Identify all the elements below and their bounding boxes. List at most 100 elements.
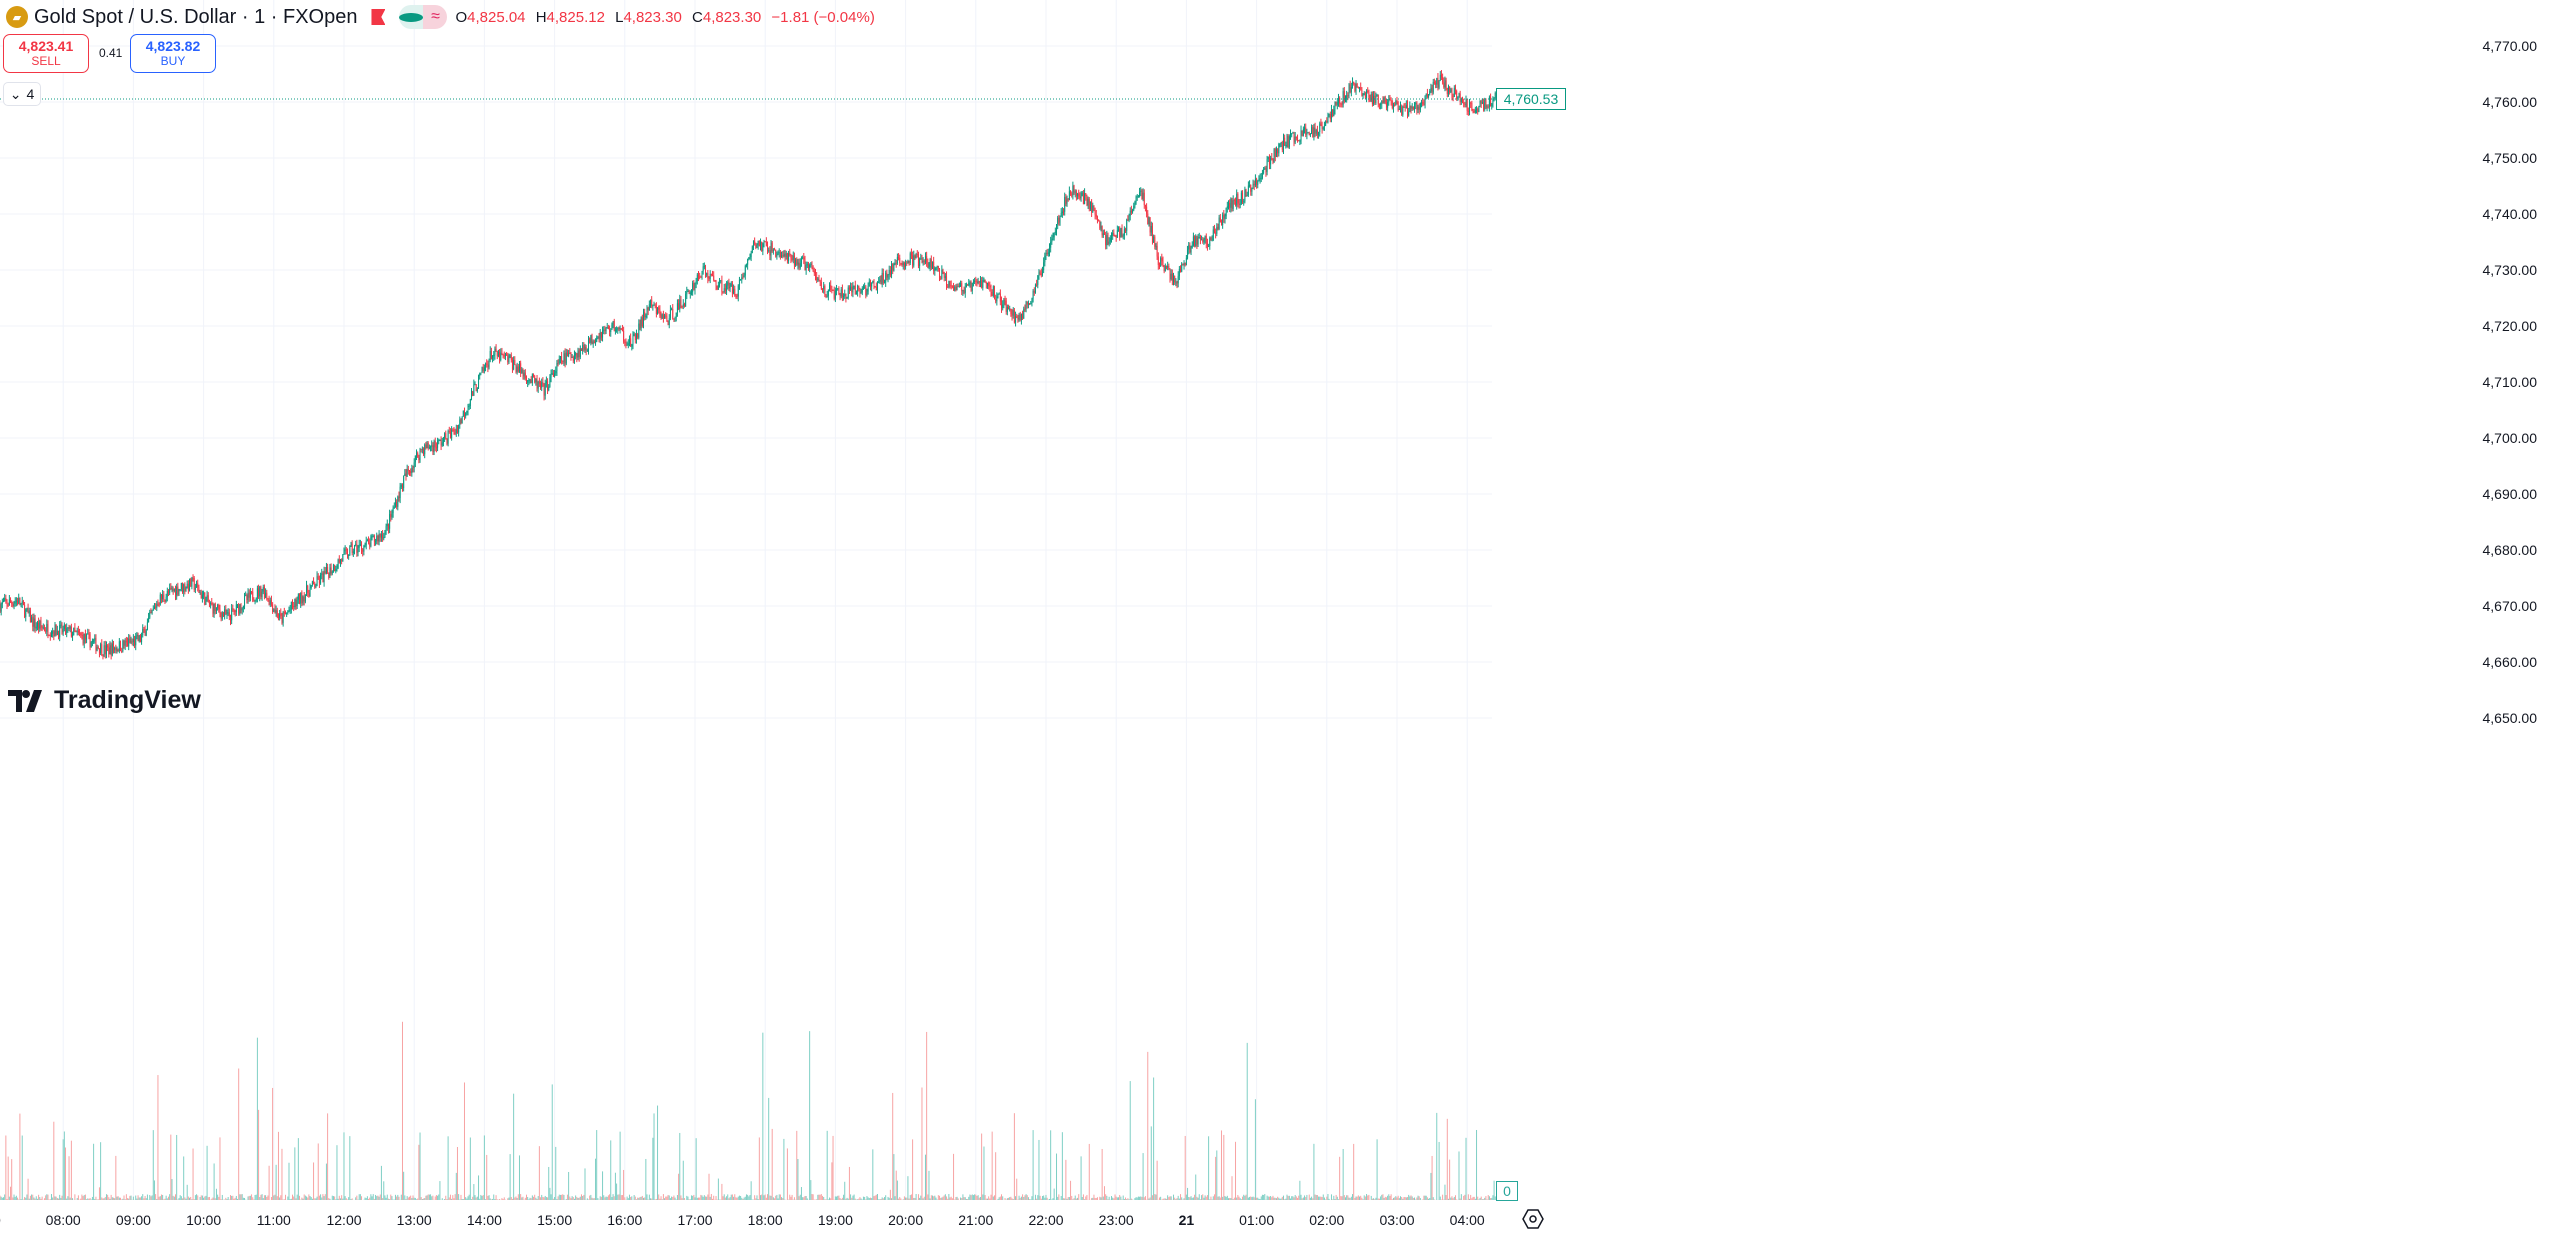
candle-body: [571, 356, 573, 358]
volume-bar: [679, 1132, 681, 1200]
chart-settings-icon[interactable]: [1522, 1208, 1544, 1230]
volume-bar: [111, 1197, 113, 1200]
volume-bar: [255, 1194, 257, 1200]
candle-body: [564, 353, 566, 364]
volume-bar: [941, 1197, 943, 1200]
candle-body: [217, 604, 219, 608]
candle-body: [171, 588, 173, 590]
candle-body: [329, 567, 331, 578]
volume-bar: [953, 1153, 955, 1200]
volume-bar: [882, 1198, 884, 1200]
volume-bar: [549, 1187, 551, 1200]
candle-body: [320, 574, 322, 584]
volume-bar: [1244, 1195, 1246, 1200]
volume-bar: [1154, 1194, 1156, 1200]
volume-bar: [502, 1199, 504, 1200]
volume-bar: [430, 1194, 432, 1200]
volume-bar: [678, 1173, 680, 1200]
candle-body: [1453, 87, 1455, 97]
volume-bar: [508, 1197, 510, 1200]
volume-bar: [837, 1195, 839, 1200]
candle-body: [1015, 316, 1017, 323]
volume-bar: [605, 1196, 607, 1200]
candle-body: [424, 444, 426, 455]
candle-body: [1486, 106, 1488, 108]
volume-bar: [345, 1198, 347, 1200]
candle-body: [307, 585, 309, 593]
candle-body: [251, 591, 253, 593]
buy-button[interactable]: 4,823.82 BUY: [130, 34, 216, 73]
volume-bar: [1477, 1196, 1479, 1200]
candle-body: [301, 592, 303, 604]
candle-body: [50, 633, 52, 637]
volume-bar: [603, 1195, 605, 1200]
candle-body: [322, 573, 324, 583]
volume-bar: [19, 1113, 21, 1200]
volume-bar: [156, 1198, 158, 1200]
gold-bars-icon: ▰: [6, 6, 28, 28]
candle-body: [318, 579, 320, 584]
candle-body: [928, 266, 930, 268]
volume-bar: [17, 1197, 19, 1200]
candle-body: [881, 273, 883, 285]
candle-body: [25, 609, 27, 617]
volume-bar: [1410, 1195, 1412, 1200]
volume-bar: [1009, 1197, 1011, 1200]
volume-bar: [1025, 1194, 1027, 1200]
candle-body: [554, 373, 556, 377]
symbol-title[interactable]: Gold Spot / U.S. Dollar · 1 · FXOpen: [34, 5, 358, 28]
volume-bar: [124, 1199, 126, 1200]
volume-bar: [164, 1198, 166, 1200]
volume-bar: [141, 1196, 143, 1200]
volume-bar: [1258, 1198, 1260, 1200]
candle-body: [327, 567, 329, 573]
indicators-toggle-button[interactable]: ⌄ 4: [3, 82, 41, 106]
volume-bar: [893, 1154, 895, 1200]
candle-body: [967, 284, 969, 286]
tradingview-watermark[interactable]: TradingView: [8, 686, 201, 715]
volume-bar: [1034, 1194, 1036, 1200]
candle-body: [1370, 94, 1372, 101]
volume-bar: [1266, 1195, 1268, 1200]
candle-body: [940, 277, 942, 279]
volume-bar: [917, 1194, 919, 1200]
candle-body: [300, 592, 302, 604]
volume-bar: [1389, 1196, 1391, 1200]
candle-body: [194, 587, 196, 590]
candle-body: [1002, 304, 1004, 308]
candle-body: [1404, 107, 1406, 109]
candle-body: [805, 264, 807, 271]
volume-bar: [1103, 1186, 1105, 1200]
candle-body: [893, 263, 895, 271]
volume-bar: [104, 1197, 106, 1200]
candle-body: [544, 382, 546, 396]
candle-body: [518, 363, 520, 372]
volume-bar: [812, 1194, 814, 1200]
volume-bar: [185, 1198, 187, 1200]
volume-bar: [279, 1197, 281, 1200]
candle-body: [763, 241, 765, 244]
candle-body: [557, 363, 559, 365]
flag-icon[interactable]: [371, 9, 386, 25]
price-tick-label: 4,740.00: [2482, 206, 2538, 222]
volume-bar: [986, 1198, 988, 1200]
candle-body: [350, 543, 352, 547]
candle-body: [96, 647, 98, 651]
candle-body: [317, 576, 319, 580]
sell-button[interactable]: 4,823.41 SELL: [3, 34, 89, 73]
candle-body: [1113, 232, 1115, 236]
candle-body: [233, 609, 235, 611]
candle-body: [683, 304, 685, 307]
candle-body: [156, 603, 158, 608]
volume-bar: [365, 1198, 367, 1200]
candle-body: [603, 329, 605, 331]
volume-bar: [1418, 1196, 1420, 1200]
candle-body: [160, 594, 162, 600]
market-status-pill[interactable]: ≈: [399, 5, 448, 29]
volume-bar: [776, 1194, 778, 1200]
candle-body: [1430, 87, 1432, 91]
candle-body: [1421, 102, 1423, 104]
volume-bar: [972, 1195, 974, 1200]
candle-body: [420, 448, 422, 450]
